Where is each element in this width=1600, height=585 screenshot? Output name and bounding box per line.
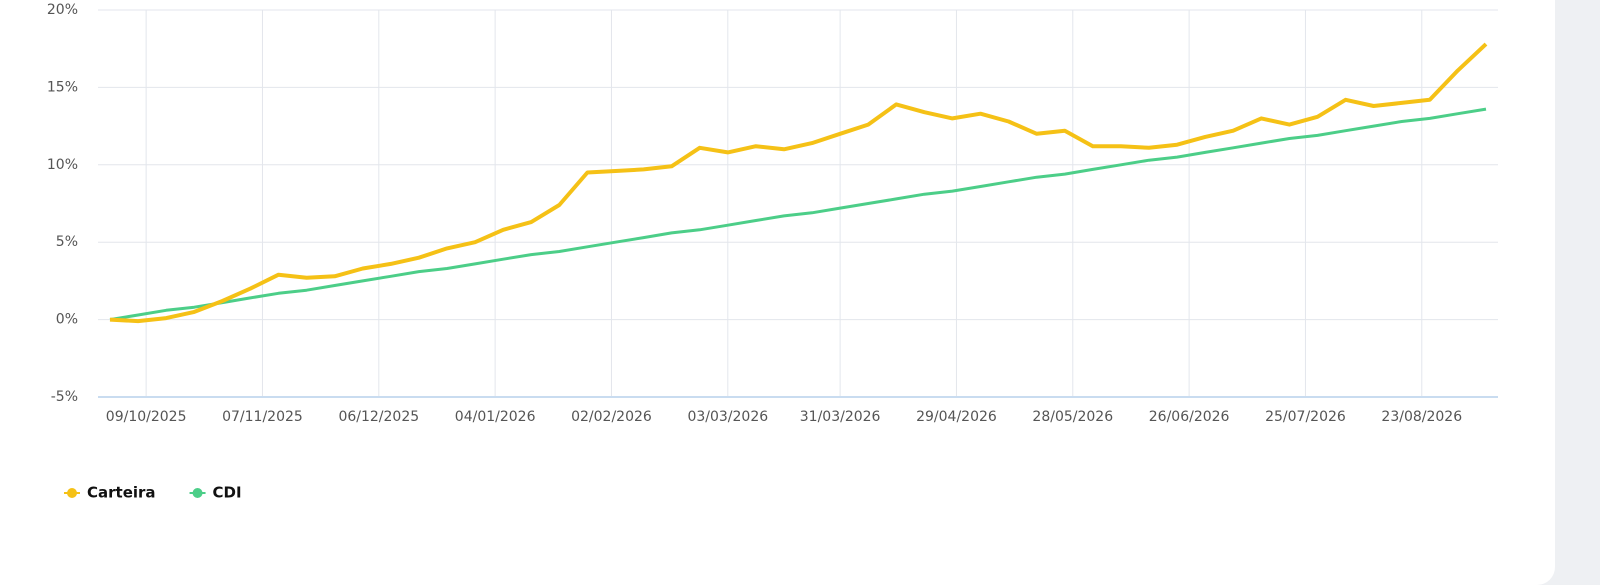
y-tick-label: 15% [47, 79, 78, 95]
y-tick-label: 0% [56, 312, 78, 328]
x-tick-label: 29/04/2026 [916, 409, 997, 425]
x-tick-label: 25/07/2026 [1265, 409, 1346, 425]
x-tick-label: 04/01/2026 [455, 409, 536, 425]
x-tick-label: 09/10/2025 [106, 409, 187, 425]
x-tick-label: 26/06/2026 [1149, 409, 1230, 425]
x-tick-label: 03/03/2026 [687, 409, 768, 425]
y-tick-label: 10% [47, 157, 78, 173]
series-line [109, 107, 1487, 322]
x-tick-label: 06/12/2025 [338, 409, 419, 425]
x-tick-label: 07/11/2025 [222, 409, 303, 425]
y-tick-label: 5% [56, 234, 78, 250]
x-tick-label: 28/05/2026 [1032, 409, 1113, 425]
chart-card [0, 0, 1555, 585]
chart: -5% 0% 5% 10% 15% 20% 09/10/2025 07/11/2025 06/1… [47, 2, 1498, 502]
x-tick-label: 02/02/2026 [571, 409, 652, 425]
y-tick-label: 20% [47, 2, 78, 18]
x-tick-label: 23/08/2026 [1381, 409, 1462, 425]
x-tick-label: 31/03/2026 [800, 409, 881, 425]
series-line [109, 42, 1488, 324]
legend-label: CDI [213, 484, 242, 502]
legend-label: Carteira [87, 484, 156, 502]
y-tick-label: -5% [51, 389, 78, 405]
